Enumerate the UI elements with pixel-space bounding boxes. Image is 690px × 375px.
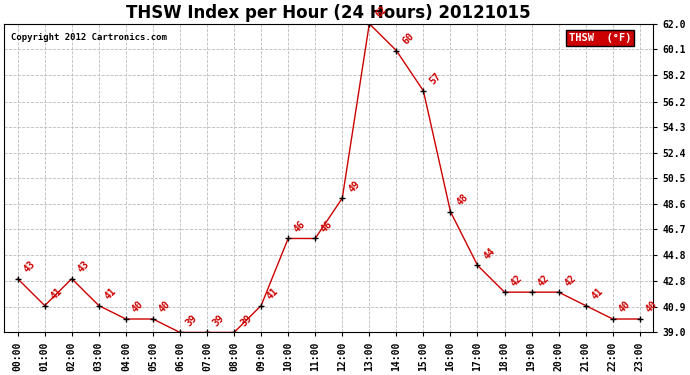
Text: 49: 49 — [346, 178, 362, 194]
Text: 42: 42 — [535, 273, 551, 288]
Text: 39: 39 — [238, 313, 254, 328]
Text: 62: 62 — [373, 4, 389, 20]
Text: 48: 48 — [455, 192, 470, 207]
Text: 40: 40 — [617, 300, 632, 315]
Text: 46: 46 — [293, 219, 308, 234]
Text: 41: 41 — [49, 286, 64, 302]
Text: Copyright 2012 Cartronics.com: Copyright 2012 Cartronics.com — [10, 33, 166, 42]
Text: 41: 41 — [103, 286, 119, 302]
Text: 42: 42 — [563, 273, 578, 288]
Text: 39: 39 — [184, 313, 199, 328]
Text: 41: 41 — [265, 286, 281, 302]
Text: 43: 43 — [76, 259, 91, 274]
Text: 43: 43 — [22, 259, 37, 274]
Text: 39: 39 — [211, 313, 226, 328]
Text: 40: 40 — [644, 300, 660, 315]
Text: 40: 40 — [157, 300, 172, 315]
Text: 57: 57 — [428, 71, 443, 87]
Text: 41: 41 — [590, 286, 605, 302]
Text: THSW  (°F): THSW (°F) — [569, 33, 631, 43]
Text: 44: 44 — [482, 246, 497, 261]
Title: THSW Index per Hour (24 Hours) 20121015: THSW Index per Hour (24 Hours) 20121015 — [126, 4, 531, 22]
Text: 60: 60 — [400, 31, 416, 46]
Text: 42: 42 — [509, 273, 524, 288]
Text: 46: 46 — [319, 219, 335, 234]
Text: 40: 40 — [130, 300, 146, 315]
